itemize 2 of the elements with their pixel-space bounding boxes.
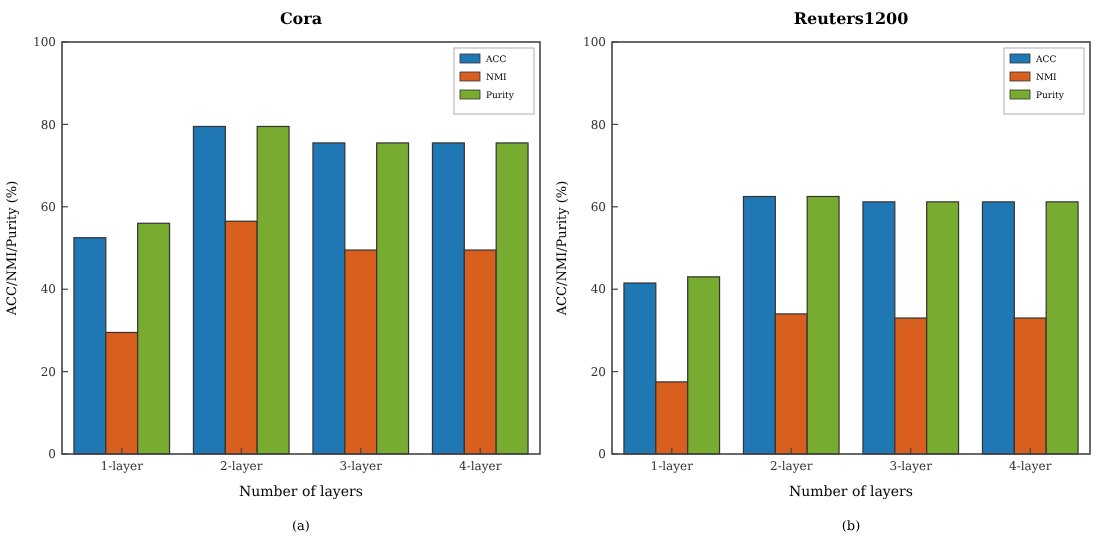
chart-title: Cora [279, 8, 323, 28]
chart-title: Reuters1200 [793, 8, 910, 28]
